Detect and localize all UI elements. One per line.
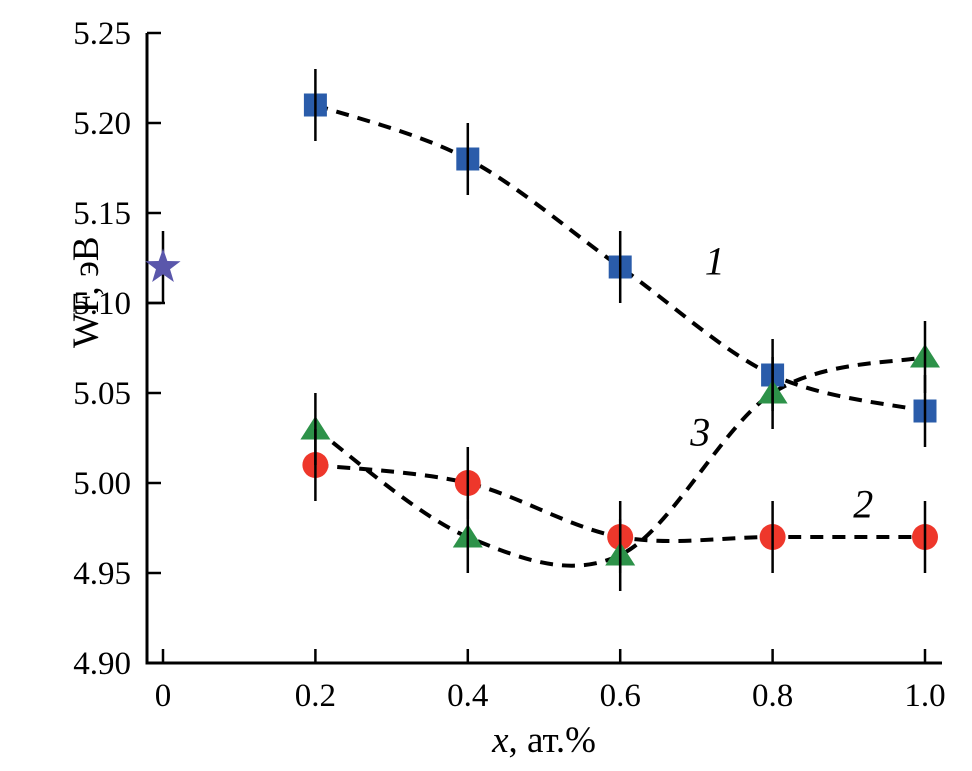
y-tick-label: 4.90 <box>73 646 131 682</box>
y-tick-label: 4.95 <box>73 556 131 592</box>
y-tick-label: 5.10 <box>73 286 131 322</box>
x-tick-label: 1.0 <box>904 678 945 714</box>
curve-label-1: 1 <box>705 239 725 284</box>
y-tick-label: 5.15 <box>73 196 131 232</box>
y-tick-label: 5.25 <box>73 16 131 52</box>
x-tick-label: 0.2 <box>295 678 336 714</box>
x-tick-label: 0.8 <box>752 678 793 714</box>
curve-label-3: 3 <box>689 410 710 455</box>
curve-label-2: 2 <box>853 482 873 527</box>
x-tick-label: 0.6 <box>600 678 641 714</box>
reference-star-marker <box>145 248 181 282</box>
x-tick-label: 0.4 <box>447 678 488 714</box>
y-tick-label: 5.05 <box>73 376 131 412</box>
axes-spines <box>145 33 942 665</box>
y-tick-label: 5.20 <box>73 106 131 142</box>
y-axis-title: WF, эВ <box>66 236 107 348</box>
series-1-curve <box>314 103 926 413</box>
x-tick-label: 0 <box>155 678 172 714</box>
x-axis-title: x, ат.% <box>491 720 596 761</box>
y-tick-label: 5.00 <box>73 466 131 502</box>
series-3-curve <box>314 355 926 568</box>
